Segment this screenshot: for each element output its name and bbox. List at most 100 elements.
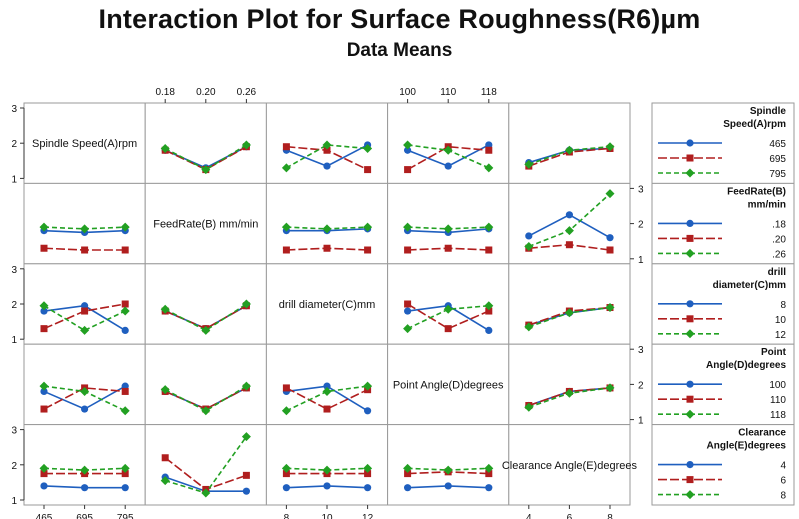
data-point <box>81 484 89 492</box>
data-point <box>81 405 89 413</box>
data-point <box>485 326 493 334</box>
data-point <box>564 308 574 318</box>
x-tick-label: 4 <box>526 513 532 519</box>
factor-label: FeedRate(B) mm/min <box>153 219 258 231</box>
data-point <box>39 301 49 311</box>
legend-entry: 10 <box>775 315 787 326</box>
x-tick-label: 110 <box>440 87 456 98</box>
data-point <box>282 484 290 492</box>
x-tick-label: 100 <box>399 87 416 98</box>
data-point <box>606 246 614 254</box>
data-point <box>121 470 129 478</box>
data-point <box>686 234 694 242</box>
panel-cell-r0-c4 <box>508 102 631 184</box>
data-point <box>485 146 493 154</box>
data-point <box>403 324 413 334</box>
data-point <box>404 166 412 174</box>
data-point <box>484 163 494 173</box>
data-point <box>686 300 694 308</box>
data-point <box>443 224 453 234</box>
legend-entry: 465 <box>769 139 786 150</box>
data-point <box>564 145 574 155</box>
panel-cell-r2-c2 <box>265 263 389 345</box>
data-point <box>443 465 453 475</box>
legend-title: Angle(E)degrees <box>707 441 787 452</box>
data-point <box>403 140 413 150</box>
data-point <box>564 226 574 236</box>
data-point <box>323 382 331 390</box>
x-tick-label: 795 <box>117 513 134 519</box>
data-point <box>524 402 534 412</box>
data-point <box>323 482 331 490</box>
legend-entry: .26 <box>772 249 786 260</box>
data-point <box>282 470 290 478</box>
data-point <box>524 159 534 169</box>
data-point <box>685 168 695 178</box>
data-point <box>80 386 90 396</box>
data-point <box>364 470 372 478</box>
legend-title: FeedRate(B) <box>727 186 786 197</box>
y-tick-label: 1 <box>638 416 644 427</box>
y-tick-label: 3 <box>638 184 644 195</box>
data-point <box>525 232 533 240</box>
panel-cell-r4-c4 <box>508 424 631 506</box>
legend-entry: .18 <box>772 219 786 230</box>
data-point <box>121 246 129 254</box>
panel-cell-r3-c3 <box>387 343 510 426</box>
data-point <box>686 219 694 227</box>
data-point <box>120 406 130 416</box>
data-point <box>363 222 373 232</box>
data-point <box>524 322 534 332</box>
x-tick-label: 8 <box>284 513 290 519</box>
data-point <box>160 476 170 486</box>
data-point <box>40 387 48 396</box>
data-point <box>685 329 695 339</box>
data-point <box>364 484 372 492</box>
legend-entry: 8 <box>780 300 786 311</box>
data-point <box>364 246 372 254</box>
data-point <box>404 300 412 308</box>
x-tick-label: 0.26 <box>237 87 257 98</box>
data-point <box>201 165 211 175</box>
data-point <box>281 463 291 473</box>
data-point <box>121 387 129 395</box>
legend-entry: 795 <box>769 169 786 180</box>
data-point <box>404 307 412 315</box>
data-point <box>322 140 332 150</box>
data-point <box>485 484 493 492</box>
data-point <box>485 470 493 478</box>
y-tick-label: 2 <box>638 220 644 231</box>
data-point <box>686 154 694 162</box>
data-point <box>281 163 291 173</box>
data-point <box>241 381 251 391</box>
data-point <box>404 146 412 154</box>
legend-title: diameter(C)mm <box>713 280 786 291</box>
data-point <box>403 222 413 232</box>
y-tick-label: 2 <box>638 380 644 391</box>
data-point <box>282 246 290 254</box>
data-point <box>485 246 493 254</box>
data-point <box>322 386 332 396</box>
data-point <box>201 325 211 335</box>
data-point <box>404 246 412 254</box>
factor-label: Spindle Speed(A)rpm <box>32 138 137 150</box>
data-point <box>241 432 251 442</box>
data-point <box>444 244 452 252</box>
data-point <box>404 484 412 492</box>
x-tick-label: 695 <box>76 513 93 519</box>
data-point <box>121 484 129 492</box>
data-point <box>80 465 90 475</box>
legend-title: Spindle <box>750 106 787 117</box>
data-point <box>323 244 331 252</box>
legend-title: Speed(A)rpm <box>723 119 786 130</box>
data-point <box>120 306 130 316</box>
legend-entry: 110 <box>770 395 786 406</box>
data-point <box>605 189 615 199</box>
data-point <box>484 463 494 473</box>
panel-cell-r0-c0 <box>23 102 146 184</box>
data-point <box>484 222 494 232</box>
y-tick-label: 3 <box>638 345 644 356</box>
data-point <box>39 463 49 473</box>
data-point <box>606 234 614 242</box>
y-tick-label: 1 <box>11 174 17 185</box>
